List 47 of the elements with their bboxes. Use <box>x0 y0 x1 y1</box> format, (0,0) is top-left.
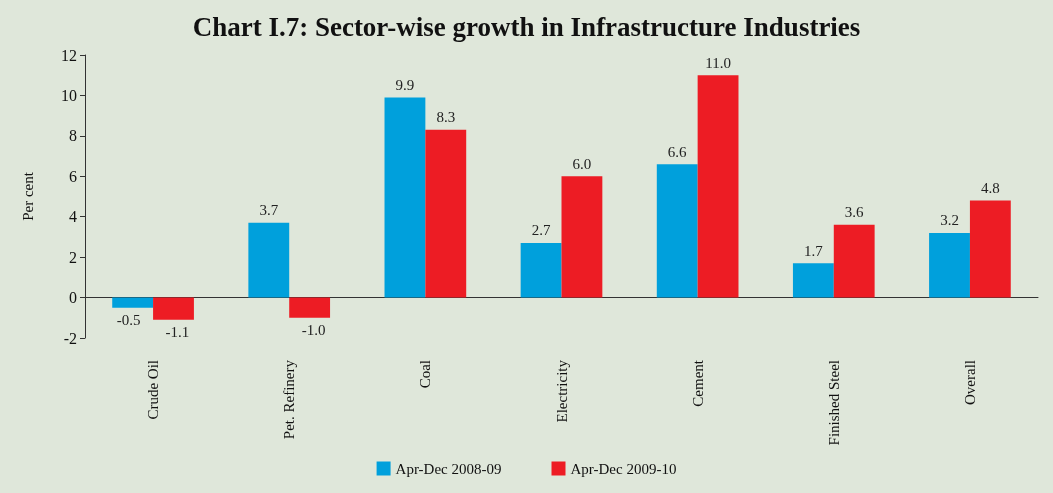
bar <box>561 176 603 298</box>
y-tick-label: 8 <box>69 127 77 145</box>
y-tick-label: 10 <box>61 86 77 104</box>
bar <box>384 97 426 298</box>
data-label: -1.1 <box>165 324 190 341</box>
y-tick-label: 12 <box>61 46 77 64</box>
x-tick-label: Cement <box>689 359 706 407</box>
data-label: 4.8 <box>980 180 1000 197</box>
bar <box>929 232 970 298</box>
x-tick-label: Overall <box>961 360 978 405</box>
data-label: 3.7 <box>259 202 279 219</box>
data-label: 3.6 <box>844 204 865 221</box>
x-tick-label: Electricity <box>553 359 570 423</box>
data-label: -1.0 <box>301 322 326 339</box>
x-tick-label: Coal <box>417 360 434 389</box>
bar <box>425 129 467 298</box>
data-label: 1.7 <box>803 242 824 259</box>
legend-label: Apr-Dec 2008-09 <box>395 460 502 477</box>
x-tick-label: Finished Steel <box>825 360 842 446</box>
data-label: 8.3 <box>436 109 456 126</box>
data-label: 3.2 <box>940 212 959 229</box>
bar <box>656 164 698 298</box>
data-label: 6.0 <box>572 155 592 172</box>
x-tick-label: Pet. Refinery <box>281 359 298 440</box>
bar <box>792 263 834 298</box>
y-tick-label: 4 <box>69 208 77 226</box>
bar <box>289 297 331 318</box>
data-label: 11.0 <box>705 54 731 71</box>
y-tick-label: 0 <box>69 289 77 307</box>
x-tick-label: Crude Oil <box>145 360 162 420</box>
bar <box>697 75 739 298</box>
y-tick-label: 2 <box>69 248 77 266</box>
data-label: 9.9 <box>395 76 415 93</box>
chart-title: Chart I.7: Sector-wise growth in Infrastructure Industries <box>192 11 861 42</box>
bar <box>833 224 875 298</box>
bar <box>969 200 1011 298</box>
bar <box>153 297 194 320</box>
legend-label: Apr-Dec 2009-10 <box>570 460 677 477</box>
bar <box>520 242 562 298</box>
bar <box>248 222 290 298</box>
data-label: -0.5 <box>116 312 141 329</box>
y-tick-label: 6 <box>69 167 77 185</box>
y-tick-label: -2 <box>63 329 77 347</box>
y-axis-title: Per cent <box>19 171 36 221</box>
data-label: 2.7 <box>531 222 551 239</box>
data-label: 6.6 <box>667 143 688 160</box>
bar <box>112 297 154 308</box>
